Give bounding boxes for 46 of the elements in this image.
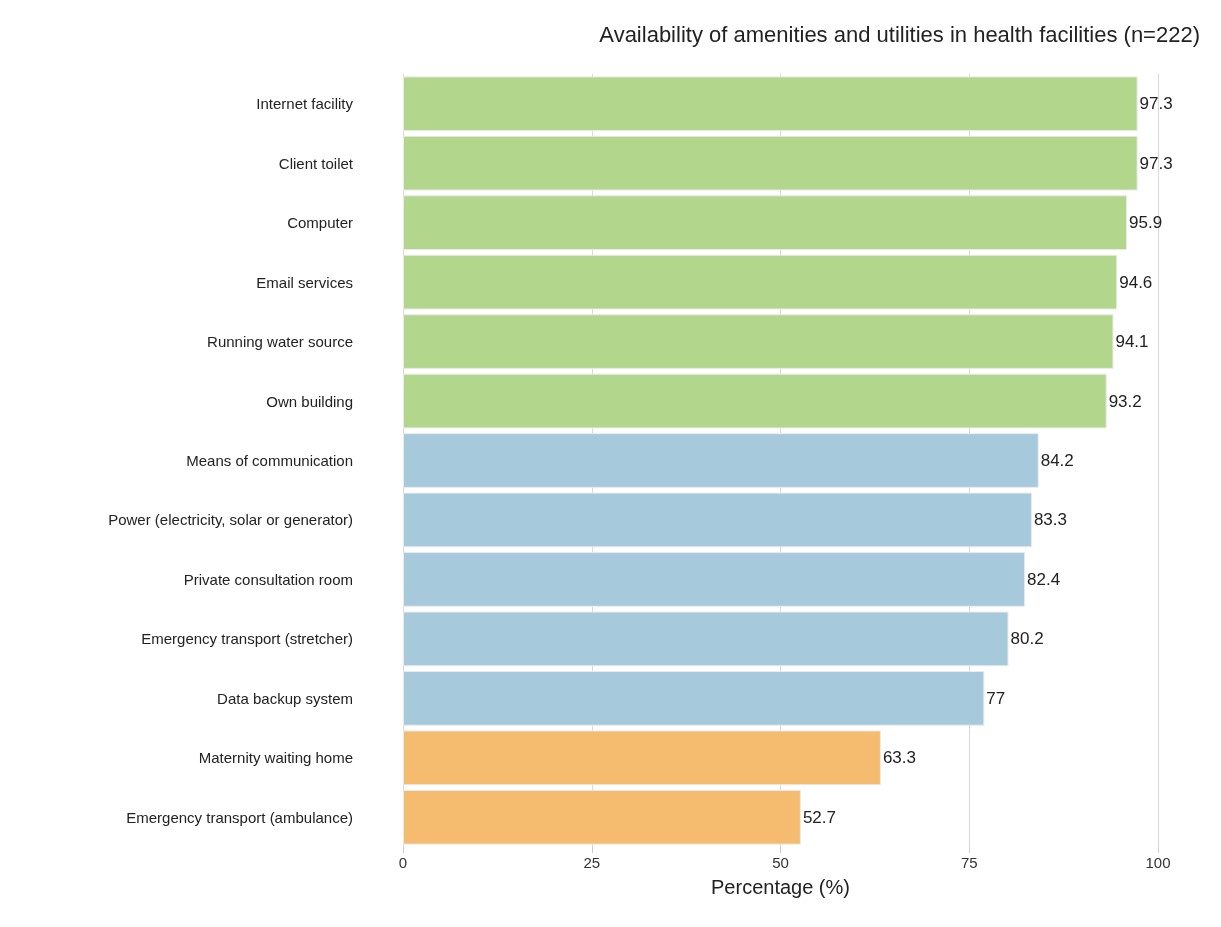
bar	[403, 314, 1114, 369]
bar	[403, 254, 1118, 310]
x-axis-title: Percentage (%)	[711, 876, 850, 898]
y-tick-label: Own building	[266, 392, 353, 410]
bar	[403, 195, 1128, 251]
bar	[403, 492, 1032, 548]
y-tick-label: Power (electricity, solar or generator)	[108, 511, 353, 529]
y-tick-label: Private consultation room	[183, 570, 353, 588]
y-tick-label: Emergency transport (stretcher)	[141, 630, 353, 648]
chart-title: Availability of amenities and utilities in health facilities (n=222)	[599, 21, 1200, 47]
data-label: 93.2	[1108, 391, 1142, 411]
data-label: 63.3	[882, 748, 917, 768]
bar	[403, 611, 1009, 667]
data-label: 82.4	[1027, 569, 1061, 589]
y-tick-label: Running water source	[207, 333, 353, 351]
y-tick-label: Client toilet	[278, 154, 354, 172]
x-tick-label: 25	[583, 854, 601, 871]
bar	[403, 373, 1107, 429]
bar	[403, 135, 1138, 191]
x-tick-label: 75	[960, 854, 978, 871]
x-tick-label: 50	[772, 854, 789, 871]
x-tick-label: 100	[1145, 854, 1171, 871]
bar	[403, 433, 1039, 488]
y-tick-label: Email services	[256, 273, 353, 291]
data-label: 77	[986, 688, 1006, 708]
bar	[403, 76, 1138, 132]
data-label: 97.3	[1139, 94, 1173, 114]
y-tick-label: Computer	[287, 214, 353, 232]
bar	[403, 670, 985, 726]
data-label: 95.9	[1129, 213, 1163, 233]
data-label: 94.1	[1115, 332, 1149, 352]
x-tick-label: 0	[398, 854, 408, 871]
y-tick-label: Internet facility	[256, 95, 354, 113]
bar	[403, 730, 881, 786]
data-label: 97.3	[1139, 153, 1173, 173]
y-tick-label: Means of communication	[186, 452, 353, 469]
data-label: 52.7	[802, 807, 836, 827]
data-label: 80.2	[1010, 629, 1044, 649]
y-tick-label: Maternity waiting home	[198, 749, 353, 767]
data-label: 94.6	[1119, 272, 1153, 292]
y-tick-label: Emergency transport (ambulance)	[126, 808, 353, 826]
bar	[403, 789, 801, 845]
data-label: 83.3	[1033, 510, 1068, 530]
bar	[403, 552, 1026, 607]
y-tick-label: Data backup system	[217, 689, 353, 707]
data-label: 84.2	[1040, 451, 1074, 470]
